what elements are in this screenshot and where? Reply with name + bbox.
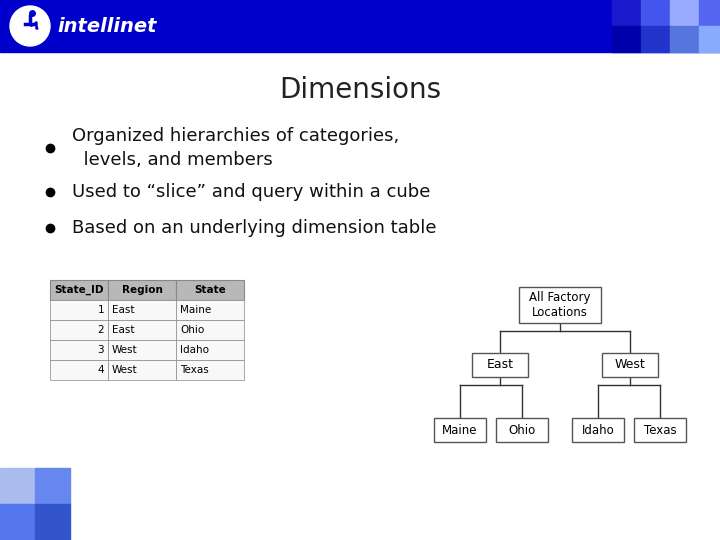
Text: Region: Region: [122, 285, 163, 295]
Bar: [108, 280, 176, 300]
Bar: [50, 280, 108, 300]
Text: State_ID: State_ID: [54, 285, 104, 295]
Bar: [612, 26, 641, 52]
Text: Idaho: Idaho: [180, 345, 209, 355]
Bar: [670, 0, 699, 26]
Text: East: East: [112, 325, 135, 335]
Bar: [176, 300, 244, 320]
Bar: [0, 468, 35, 504]
Bar: [108, 300, 176, 320]
Text: Used to “slice” and query within a cube: Used to “slice” and query within a cube: [72, 183, 431, 201]
Text: intellinet: intellinet: [57, 17, 156, 37]
Text: 3: 3: [97, 345, 104, 355]
Bar: [496, 418, 548, 442]
Text: State: State: [194, 285, 226, 295]
Text: Texas: Texas: [180, 365, 209, 375]
Text: All Factory
Locations: All Factory Locations: [529, 291, 590, 320]
Bar: [699, 26, 720, 52]
Bar: [176, 280, 244, 300]
Bar: [50, 320, 108, 340]
Bar: [602, 353, 658, 377]
Bar: [176, 320, 244, 340]
Bar: [519, 287, 601, 323]
Text: East: East: [487, 359, 513, 372]
Text: Ohio: Ohio: [508, 423, 536, 436]
Text: Based on an underlying dimension table: Based on an underlying dimension table: [72, 219, 436, 237]
Text: West: West: [615, 359, 645, 372]
Bar: [434, 418, 486, 442]
Text: East: East: [112, 305, 135, 315]
Bar: [699, 0, 720, 26]
Bar: [641, 26, 670, 52]
Text: 4: 4: [97, 365, 104, 375]
Bar: [634, 418, 686, 442]
Bar: [176, 360, 244, 380]
Text: 2: 2: [97, 325, 104, 335]
Text: West: West: [112, 345, 138, 355]
Text: 1: 1: [97, 305, 104, 315]
Text: Maine: Maine: [442, 423, 478, 436]
Text: West: West: [112, 365, 138, 375]
Text: Texas: Texas: [644, 423, 676, 436]
Bar: [50, 340, 108, 360]
Bar: [108, 340, 176, 360]
Text: Dimensions: Dimensions: [279, 76, 441, 104]
Bar: [0, 504, 35, 540]
Bar: [612, 0, 641, 26]
Bar: [572, 418, 624, 442]
Bar: [176, 340, 244, 360]
Bar: [35, 504, 70, 540]
Text: Maine: Maine: [180, 305, 211, 315]
Bar: [472, 353, 528, 377]
Bar: [108, 320, 176, 340]
Bar: [0, 0, 720, 52]
Bar: [50, 360, 108, 380]
Text: Organized hierarchies of categories,
  levels, and members: Organized hierarchies of categories, lev…: [72, 127, 400, 169]
Text: Ohio: Ohio: [180, 325, 204, 335]
Bar: [35, 468, 70, 504]
Bar: [641, 0, 670, 26]
Bar: [50, 300, 108, 320]
Circle shape: [10, 6, 50, 46]
Bar: [108, 360, 176, 380]
Text: Idaho: Idaho: [582, 423, 614, 436]
Bar: [670, 26, 699, 52]
